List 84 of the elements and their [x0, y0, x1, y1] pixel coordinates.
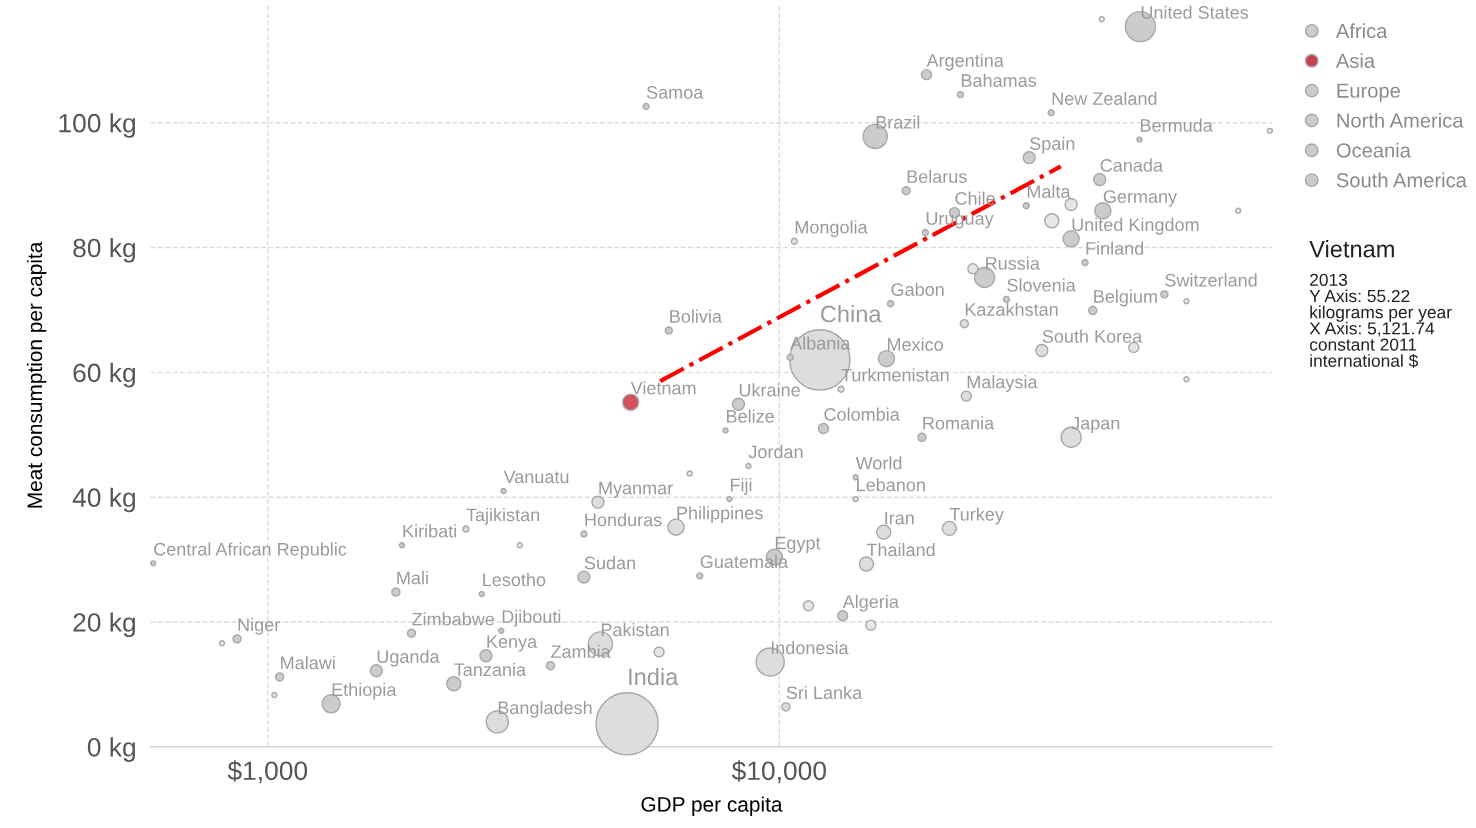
annotation: Belize — [727, 409, 774, 423]
annotation: Pakistan — [601, 622, 669, 637]
annotation: Kiribati — [403, 524, 456, 538]
y-tick-label: 20 kg — [73, 612, 135, 638]
annotation: Ethiopia — [332, 682, 397, 700]
annotation: Malawi — [281, 655, 335, 670]
annotation: Jordan — [748, 445, 803, 459]
annotation: Central African Republic — [154, 542, 347, 560]
x-axis-title: GDP per capita — [641, 796, 783, 816]
legend-label: Oceania — [1336, 142, 1411, 158]
annotation: Sri Lanka — [786, 685, 863, 700]
annotation: Vietnam — [630, 381, 696, 395]
annotation: Iran — [885, 511, 914, 525]
annotation: Chile — [955, 191, 995, 205]
annotation: Finland — [1086, 241, 1144, 255]
y-tick-label: 40 kg — [72, 487, 135, 513]
annotation: Ukraine — [739, 383, 800, 397]
annotation: Gabon — [891, 282, 944, 296]
annotation: Belgium — [1094, 289, 1157, 307]
legend-label: Asia — [1335, 53, 1376, 68]
annotation: Indonesia — [771, 640, 849, 655]
y-tick-label: 100 kg — [59, 113, 135, 138]
annotation: Mali — [397, 571, 428, 585]
y-tick-label: 0 kg — [87, 737, 135, 762]
annotation: New Zealand — [1052, 91, 1157, 105]
annotation: China — [821, 305, 882, 323]
annotation: Algeria — [842, 594, 899, 612]
annotation: Vanuatu — [503, 470, 569, 484]
y-tick-label: 80 kg — [73, 237, 135, 263]
y-axis-title: Meat consumption per capita — [26, 241, 47, 508]
annotation: Malta — [1027, 184, 1071, 198]
annotation: Bangladesh — [498, 700, 592, 718]
legend-label: Africa — [1335, 23, 1388, 39]
annotation: Germany — [1103, 190, 1178, 207]
annotation: Fiji — [730, 478, 752, 495]
annotation: Tanzania — [454, 662, 527, 677]
annotation: Argentina — [926, 53, 1004, 71]
annotation: Albania — [790, 336, 851, 350]
x-tick-label: $1,000 — [227, 760, 308, 784]
annotation: Sudan — [584, 556, 635, 570]
x-tick-label: $10,000 — [731, 760, 826, 784]
annotation: Myanmar — [599, 481, 673, 499]
annotation: World — [855, 456, 902, 470]
annotation: Bahamas — [961, 73, 1037, 87]
annotation: Kazakhstan — [965, 302, 1058, 316]
y-tick-label: 60 kg — [73, 362, 135, 388]
annotation: Lesotho — [483, 572, 546, 587]
annotation: Niger — [238, 617, 280, 635]
annotation: Djibouti — [502, 609, 561, 627]
text: 2013 Y Axis: 55.22 kilograms per year X Axis: 5,121.74 constant 2011 international $ — [1309, 273, 1452, 368]
annotation: United Kingdom — [1072, 217, 1199, 235]
legend-label: North America — [1337, 112, 1464, 128]
annotation: Bolivia — [670, 309, 722, 323]
annotation: Belarus — [907, 169, 967, 184]
annotation: Kenya — [487, 635, 538, 652]
annotation: Uganda — [377, 649, 440, 667]
annotation: Turkey — [949, 507, 1004, 525]
annotation: Honduras — [585, 513, 662, 527]
annotation: Colombia — [824, 407, 900, 421]
annotation: Philippines — [677, 506, 763, 523]
annotation: Zimbabwe — [412, 612, 495, 626]
annotation: Switzerland — [1165, 273, 1257, 287]
annotation: Brazil — [876, 115, 920, 129]
annotation: Canada — [1100, 158, 1163, 172]
annotation: Russia — [986, 256, 1040, 270]
annotation: Malaysia — [967, 375, 1038, 392]
annotation: Spain — [1030, 136, 1075, 154]
annotation: Bermuda — [1140, 118, 1213, 132]
annotation: Japan — [1071, 416, 1120, 434]
annotation: Samoa — [646, 85, 704, 99]
text: Vietnam — [1309, 240, 1394, 258]
annotation: United States — [1141, 5, 1249, 19]
annotation: Mexico — [887, 337, 943, 351]
annotation: Mongolia — [795, 220, 868, 238]
annotation: India — [629, 667, 679, 686]
annotation: Slovenia — [1007, 278, 1076, 292]
annotation: Thailand — [866, 542, 935, 557]
annotation: Lebanon — [857, 478, 925, 492]
annotation: Romania — [923, 416, 995, 430]
legend-label: South America — [1336, 172, 1467, 188]
annotation: Tajikistan — [466, 508, 540, 525]
annotation: Egypt — [775, 536, 821, 553]
annotation: South Korea — [1042, 329, 1143, 343]
legend-label: Europe — [1337, 83, 1400, 102]
